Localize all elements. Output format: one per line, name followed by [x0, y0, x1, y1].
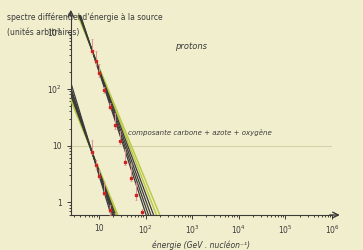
Text: (unités arbitraires): (unités arbitraires) [7, 28, 79, 36]
X-axis label: énergie (GeV . nucléon⁻¹): énergie (GeV . nucléon⁻¹) [152, 240, 250, 250]
Text: protons: protons [175, 42, 207, 51]
Text: spectre différentiel d'énergie à la source: spectre différentiel d'énergie à la sour… [7, 12, 163, 22]
Text: composante carbone + azote + oxygène: composante carbone + azote + oxygène [128, 129, 272, 136]
